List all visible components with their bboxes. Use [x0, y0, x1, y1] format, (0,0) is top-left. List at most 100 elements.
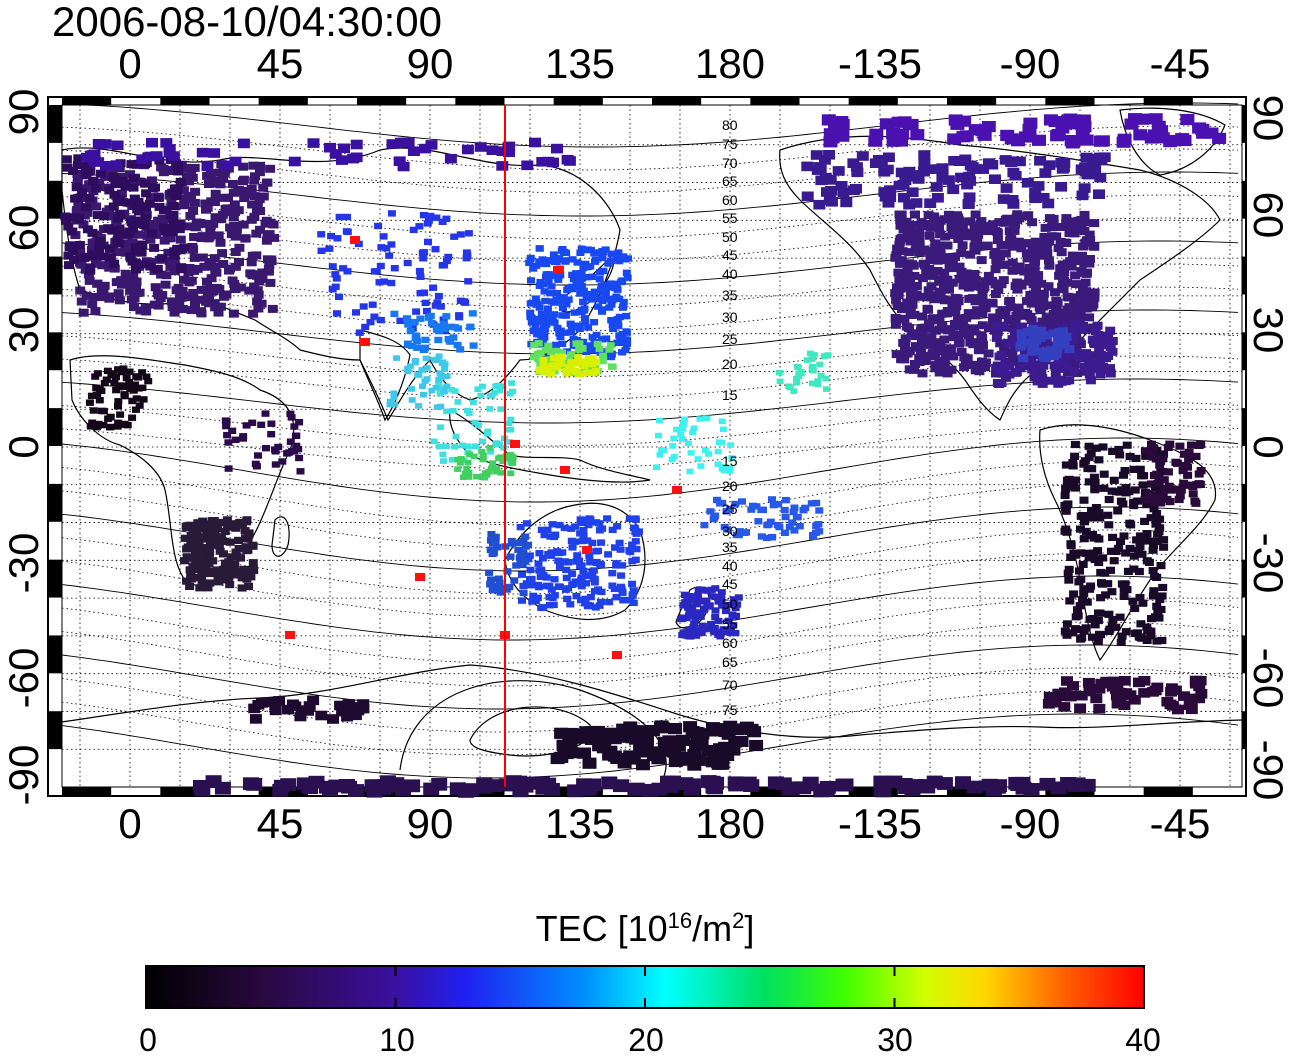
tec-cell: [1035, 375, 1046, 384]
tec-cell: [823, 150, 836, 160]
tec-cell: [422, 355, 430, 362]
tec-cell: [1075, 567, 1084, 575]
tec-cell: [948, 333, 959, 342]
tec-cell: [436, 443, 444, 450]
tec-cell: [1043, 256, 1054, 265]
tec-cell: [252, 200, 263, 209]
tec-cell: [180, 163, 191, 172]
tec-cell: [91, 184, 101, 193]
tec-cell: [886, 135, 901, 147]
tec-cell: [631, 538, 640, 545]
tec-cell: [711, 614, 720, 621]
tec-cell: [433, 299, 442, 306]
tec-cell: [814, 381, 822, 388]
tec-cell: [440, 325, 449, 332]
tec-cell: [409, 226, 418, 234]
tec-cell: [1136, 620, 1146, 628]
tec-cell: [1098, 338, 1109, 347]
tec-cell: [554, 751, 569, 763]
tec-cell: [530, 341, 539, 349]
tec-cell: [213, 231, 224, 240]
tec-cell: [227, 179, 238, 188]
tec-cell: [568, 570, 577, 577]
tec-cell: [144, 377, 153, 385]
tec-cell: [922, 324, 933, 333]
colorbar-title-unit-exponent: 2: [732, 908, 745, 933]
tec-cell: [81, 291, 92, 300]
tec-cell: [443, 373, 451, 380]
tec-cell: [555, 563, 564, 570]
bottom-lon-label: 0: [118, 800, 142, 847]
tec-cell: [142, 373, 151, 380]
tec-cell: [62, 163, 73, 172]
tec-cell: [487, 465, 495, 472]
tec-cell: [112, 197, 123, 206]
tec-cell: [562, 300, 571, 308]
tec-cell: [707, 751, 722, 763]
map-timestamp-title: 2006-08-10/04:30:00: [52, 0, 442, 45]
tec-cell: [492, 583, 501, 590]
tec-cell: [287, 414, 296, 421]
tec-cell: [726, 601, 734, 609]
tec-cell: [1184, 448, 1194, 456]
tec-cell: [179, 201, 190, 210]
dip-latitude-label: 35: [722, 287, 738, 303]
frame-tick-right: [1242, 559, 1246, 598]
tec-cell: [132, 205, 143, 214]
tec-cell: [548, 521, 557, 528]
tec-cell: [403, 259, 412, 267]
tec-cell: [1108, 533, 1118, 541]
tec-cell: [189, 554, 199, 562]
tec-cell: [1024, 273, 1035, 281]
tec-cell: [386, 401, 394, 408]
tec-cell: [980, 304, 991, 313]
tec-cell: [278, 458, 287, 465]
tec-cell: [768, 534, 776, 541]
tec-cell: [1030, 360, 1041, 369]
tec-cell: [581, 595, 590, 603]
tec-cell: [1155, 524, 1165, 532]
tec-cell: [1138, 599, 1148, 607]
tec-cell: [1043, 160, 1056, 170]
tec-cell: [368, 301, 377, 308]
tec-cell: [822, 375, 830, 382]
tec-cell: [252, 463, 261, 470]
tec-cell: [223, 521, 233, 529]
tec-cell: [942, 241, 953, 250]
tec-cell: [470, 453, 478, 460]
tec-cell: [579, 264, 588, 272]
tec-cell: [801, 504, 810, 512]
tec-cell: [333, 235, 342, 242]
tec-cell: [194, 783, 211, 797]
tec-cell: [563, 286, 572, 294]
tec-cell: [726, 465, 734, 471]
tec-cell: [808, 380, 816, 387]
tec-cell: [1000, 359, 1011, 368]
tec-cell: [93, 391, 102, 399]
tec-cell: [1007, 266, 1018, 275]
tec-cell: [662, 735, 677, 747]
tec-cell: [850, 162, 863, 172]
tec-cell: [990, 247, 1001, 256]
tec-cell: [847, 185, 860, 196]
tec-cell: [720, 749, 735, 761]
tec-cell: [1036, 239, 1047, 248]
dip-latitude-label: 50: [722, 596, 738, 612]
tec-cell: [1085, 585, 1095, 593]
tec-cell: [705, 451, 712, 457]
tec-cell: [1162, 495, 1172, 503]
tec-cell: [1153, 530, 1163, 538]
tec-cell: [554, 727, 569, 739]
tec-cell: [583, 369, 591, 377]
tec-cell: [990, 265, 1001, 274]
tec-cell: [728, 736, 743, 748]
tec-cell: [506, 439, 514, 445]
dip-contour-line: [61, 194, 1239, 240]
tec-cell: [209, 254, 220, 263]
tec-cell: [116, 189, 127, 198]
tec-cell: [507, 416, 515, 423]
tec-cell: [229, 523, 239, 531]
tec-cell: [700, 521, 709, 529]
tec-cell: [1107, 487, 1117, 495]
tec-cell: [1084, 453, 1094, 461]
